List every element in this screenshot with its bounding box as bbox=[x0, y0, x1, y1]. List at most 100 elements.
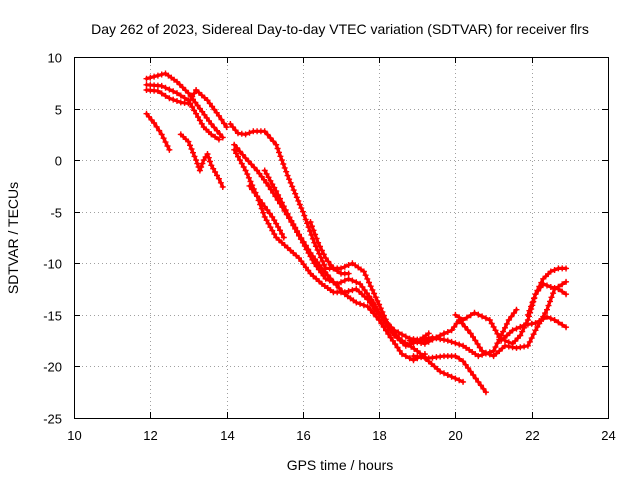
data-point bbox=[271, 231, 278, 238]
data-point bbox=[402, 342, 409, 349]
data-point bbox=[182, 87, 189, 94]
data-point bbox=[467, 330, 474, 337]
data-point bbox=[559, 321, 566, 328]
data-point bbox=[406, 337, 413, 344]
data-point bbox=[387, 334, 394, 341]
data-point bbox=[547, 284, 554, 290]
data-point bbox=[204, 97, 211, 104]
data-point bbox=[233, 150, 240, 157]
data-point bbox=[151, 73, 158, 80]
data-point bbox=[448, 338, 455, 345]
data-point bbox=[235, 153, 241, 160]
data-point bbox=[559, 281, 566, 288]
data-point bbox=[206, 100, 213, 107]
data-point bbox=[551, 267, 558, 273]
data-point bbox=[199, 108, 206, 115]
data-point bbox=[371, 290, 378, 297]
data-point bbox=[544, 306, 550, 313]
data-point bbox=[456, 314, 463, 321]
data-point bbox=[246, 129, 253, 136]
data-point bbox=[231, 141, 238, 148]
data-point bbox=[208, 121, 215, 127]
data-point bbox=[538, 279, 545, 286]
series-track-e bbox=[177, 131, 226, 190]
data-point bbox=[267, 186, 274, 193]
series-track-m bbox=[410, 353, 489, 396]
data-point bbox=[296, 201, 303, 208]
data-point bbox=[269, 213, 276, 220]
data-point bbox=[486, 317, 493, 323]
data-point bbox=[367, 283, 374, 290]
data-point bbox=[254, 193, 261, 200]
data-point bbox=[290, 221, 297, 228]
data-point bbox=[280, 161, 287, 167]
data-point bbox=[479, 313, 486, 320]
data-point bbox=[441, 370, 447, 377]
plot-frame bbox=[74, 57, 609, 419]
data-point bbox=[263, 179, 270, 186]
data-point bbox=[563, 324, 570, 331]
data-point bbox=[523, 320, 529, 327]
data-point bbox=[277, 227, 283, 234]
data-point bbox=[229, 124, 236, 131]
axis-layer: 10 12 14 16 18 20 22 24 10 5 0 -5 -10 -15 -20 -25 bbox=[43, 51, 616, 444]
data-point bbox=[392, 341, 399, 348]
data-point bbox=[345, 262, 352, 268]
data-point bbox=[333, 281, 340, 288]
data-point bbox=[376, 317, 383, 323]
x-tick-label: 20 bbox=[448, 428, 462, 443]
data-point bbox=[406, 355, 413, 362]
data-point bbox=[476, 344, 483, 351]
data-point bbox=[286, 176, 293, 183]
data-point bbox=[378, 320, 385, 327]
data-point bbox=[547, 298, 553, 305]
data-point bbox=[296, 255, 302, 262]
data-point bbox=[170, 96, 177, 103]
data-point bbox=[215, 175, 222, 182]
data-point bbox=[376, 301, 383, 308]
data-point bbox=[475, 378, 482, 385]
data-point bbox=[275, 223, 282, 230]
data-point bbox=[276, 149, 282, 156]
data-point bbox=[316, 262, 323, 269]
y-tick-label: 0 bbox=[55, 154, 62, 169]
data-point bbox=[452, 340, 459, 347]
data-point bbox=[221, 120, 227, 127]
data-point bbox=[270, 138, 277, 145]
data-point bbox=[460, 317, 467, 323]
data-point bbox=[289, 183, 296, 190]
data-point bbox=[377, 305, 384, 312]
data-point bbox=[399, 351, 405, 358]
data-point bbox=[544, 313, 550, 320]
data-point bbox=[451, 323, 458, 330]
data-point bbox=[191, 107, 198, 114]
data-point bbox=[261, 167, 268, 174]
data-point bbox=[219, 183, 226, 190]
data-point bbox=[191, 153, 198, 160]
data-point bbox=[503, 320, 510, 327]
chart-title: Day 262 of 2023, Sidereal Day-to-day VTE… bbox=[91, 21, 589, 37]
data-point bbox=[494, 330, 501, 337]
data-point bbox=[154, 88, 161, 94]
data-point bbox=[402, 353, 409, 360]
data-point bbox=[319, 258, 326, 265]
data-point bbox=[547, 268, 554, 275]
data-point bbox=[218, 116, 225, 123]
data-point bbox=[242, 167, 249, 174]
data-point bbox=[153, 123, 160, 130]
data-point bbox=[441, 330, 447, 337]
data-point bbox=[465, 365, 472, 372]
series-track-i bbox=[261, 167, 428, 364]
data-point bbox=[480, 385, 487, 392]
data-point bbox=[462, 323, 468, 330]
series-track-a bbox=[143, 70, 226, 141]
data-point bbox=[508, 313, 515, 320]
data-point bbox=[304, 220, 311, 227]
data-point bbox=[187, 142, 193, 149]
data-point bbox=[327, 275, 334, 282]
data-point bbox=[470, 333, 476, 340]
data-point bbox=[361, 287, 368, 294]
data-point bbox=[313, 235, 320, 242]
data-point bbox=[249, 186, 255, 193]
data-point bbox=[300, 261, 307, 268]
